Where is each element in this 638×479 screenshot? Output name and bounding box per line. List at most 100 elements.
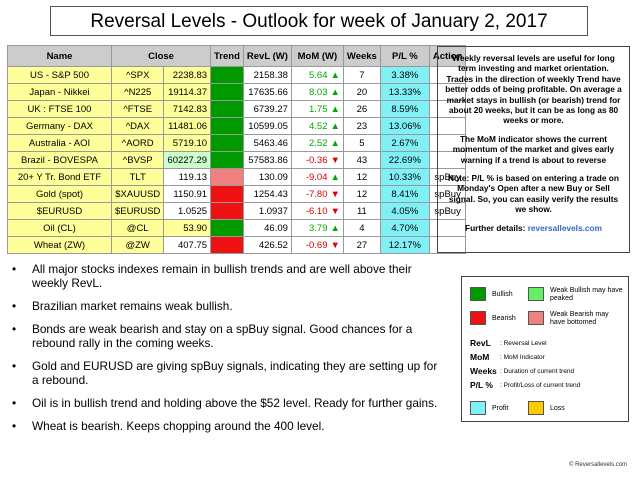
row-name: Australia - AOI — [7, 134, 112, 152]
list-item: All major stocks indexes remain in bulli… — [8, 262, 438, 290]
row-mom: 8.03 ▲ — [290, 83, 344, 101]
row-revl: 57583.86 — [242, 151, 292, 169]
header-revl: RevL (W) — [242, 45, 292, 67]
row-revl: 17635.66 — [242, 83, 292, 101]
row-weeks: 20 — [342, 83, 381, 101]
weak-bullish-swatch — [528, 287, 544, 301]
arrow-down-icon: ▼ — [330, 188, 340, 200]
row-action — [428, 236, 467, 254]
arrow-up-icon: ▲ — [330, 171, 340, 183]
row-mom: 2.52 ▲ — [290, 134, 344, 152]
row-weeks: 23 — [342, 117, 381, 135]
legend-profit-label: Profit — [492, 405, 509, 412]
header-name: Name — [7, 45, 112, 67]
row-weeks: 43 — [342, 151, 381, 169]
row-revl: 10599.05 — [242, 117, 292, 135]
row-name: 20+ Y Tr. Bond ETF — [7, 168, 112, 186]
row-close: 19114.37 — [163, 83, 212, 101]
legend-weeks-key: Weeks — [470, 366, 497, 376]
mom-value: 3.79 — [309, 222, 328, 234]
row-trend-indicator — [210, 168, 244, 186]
list-item: Brazilian market remains weak bullish. — [8, 299, 438, 313]
legend-bearish-label: Bearish — [492, 315, 516, 322]
row-close: 7142.83 — [163, 100, 212, 118]
row-close: 1150.91 — [163, 185, 212, 203]
row-close: 60227.29 — [163, 151, 212, 169]
row-symbol: ^SPX — [110, 66, 165, 84]
website-link[interactable]: reversallevels.com — [527, 222, 602, 233]
row-weeks: 7 — [342, 66, 381, 84]
row-revl: 6739.27 — [242, 100, 292, 118]
weak-bearish-swatch — [528, 311, 544, 325]
row-symbol: $XAUUSD — [110, 185, 165, 203]
table-row: Oil (CL) @CL 53.90 46.09 3.79 ▲ 4 4.70% — [7, 219, 467, 237]
arrow-up-icon: ▲ — [330, 103, 340, 115]
mom-value: -7.80 — [305, 188, 328, 200]
row-pl: 4.05% — [379, 202, 430, 220]
row-symbol: @CL — [110, 219, 165, 237]
legend-mom-value: : MoM Indicator — [500, 354, 545, 361]
bullish-swatch — [470, 287, 486, 301]
legend-box: Bullish Weak Bullish may have peaked Bea… — [461, 276, 629, 422]
row-revl: 426.52 — [242, 236, 292, 254]
mom-value: -9.04 — [305, 171, 328, 183]
arrow-up-icon: ▲ — [330, 120, 340, 132]
table-row: Australia - AOI ^AORD 5719.10 5463.46 2.52 ▲ 5… — [7, 134, 467, 152]
arrow-up-icon: ▲ — [330, 222, 340, 234]
row-close: 11481.06 — [163, 117, 212, 135]
note-details-prefix: Further details: — [465, 222, 528, 233]
row-symbol: @ZW — [110, 236, 165, 254]
table-row: Germany - DAX ^DAX 11481.06 10599.05 4.52 ▲ 23… — [7, 117, 467, 135]
mom-value: 5.64 — [309, 69, 328, 81]
row-symbol: ^BVSP — [110, 151, 165, 169]
header-weeks: Weeks — [342, 45, 381, 67]
row-mom: -7.80 ▼ — [290, 185, 344, 203]
row-mom: 4.52 ▲ — [290, 117, 344, 135]
row-close: 53.90 — [163, 219, 212, 237]
table-row: US - S&P 500 ^SPX 2238.83 2158.38 5.64 ▲ 7 3.38… — [7, 66, 467, 84]
row-trend-indicator — [210, 236, 244, 254]
row-mom: -0.69 ▼ — [290, 236, 344, 254]
arrow-up-icon: ▲ — [330, 86, 340, 98]
legend-pl-key: P/L % — [470, 380, 493, 390]
loss-swatch — [528, 401, 544, 415]
arrow-up-icon: ▲ — [330, 69, 340, 81]
row-mom: 1.75 ▲ — [290, 100, 344, 118]
row-close: 2238.83 — [163, 66, 212, 84]
reversal-levels-table: Name Close Trend RevL (W) MoM (W) Weeks … — [7, 45, 467, 254]
profit-swatch — [470, 401, 486, 415]
table-row: Wheat (ZW) @ZW 407.75 426.52 -0.69 ▼ 27 12.17% — [7, 236, 467, 254]
arrow-down-icon: ▼ — [330, 154, 340, 166]
legend-loss-label: Loss — [550, 405, 565, 412]
row-name: Japan - Nikkei — [7, 83, 112, 101]
page-title: Reversal Levels - Outlook for week of Ja… — [50, 6, 588, 36]
row-trend-indicator — [210, 66, 244, 84]
row-name: US - S&P 500 — [7, 66, 112, 84]
mom-value: -0.36 — [305, 154, 328, 166]
legend-mom-key: MoM — [470, 352, 490, 362]
row-trend-indicator — [210, 117, 244, 135]
mom-value: 2.52 — [309, 137, 328, 149]
mom-value: -0.69 — [305, 239, 328, 251]
row-pl: 3.38% — [379, 66, 430, 84]
row-weeks: 12 — [342, 168, 381, 186]
note-details: Further details: reversallevels.com — [444, 223, 623, 233]
note-paragraph: Note: P/L % is based on entering a trade… — [448, 173, 619, 215]
row-symbol: ^AORD — [110, 134, 165, 152]
header-trend: Trend — [210, 45, 244, 67]
note-paragraph: Weekly reversal levels are useful for lo… — [445, 53, 622, 126]
row-symbol: ^DAX — [110, 117, 165, 135]
row-weeks: 27 — [342, 236, 381, 254]
row-pl: 13.33% — [379, 83, 430, 101]
row-name: UK : FTSE 100 — [7, 100, 112, 118]
mom-value: 4.52 — [309, 120, 328, 132]
legend-weeks-value: : Duration of current trend — [500, 368, 575, 375]
mom-value: 8.03 — [309, 86, 328, 98]
table-header-row: Name Close Trend RevL (W) MoM (W) Weeks … — [7, 45, 467, 67]
table-row: $EURUSD $EURUSD 1.0525 1.0937 -6.10 ▼ 11 4.05% s… — [7, 202, 467, 220]
commentary-list: All major stocks indexes remain in bulli… — [8, 262, 438, 442]
row-symbol: ^N225 — [110, 83, 165, 101]
row-revl: 130.09 — [242, 168, 292, 186]
bearish-swatch — [470, 311, 486, 325]
legend-pl-value: : Profit/Loss of current trend — [500, 382, 581, 389]
